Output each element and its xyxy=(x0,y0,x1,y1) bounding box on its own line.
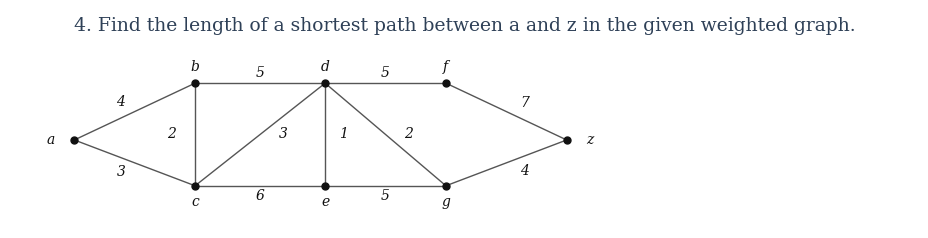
Text: 2: 2 xyxy=(404,128,413,141)
Text: 5: 5 xyxy=(380,189,390,203)
Text: 1: 1 xyxy=(339,128,348,141)
Text: 6: 6 xyxy=(255,189,264,203)
Text: 4: 4 xyxy=(520,164,529,178)
Text: 3: 3 xyxy=(278,128,288,141)
Text: f: f xyxy=(443,60,448,74)
Text: 4. Find the length of a shortest path between a and z in the given weighted grap: 4. Find the length of a shortest path be… xyxy=(73,17,855,35)
Text: c: c xyxy=(191,195,199,209)
Text: 3: 3 xyxy=(116,165,125,179)
Text: a: a xyxy=(47,133,55,147)
Text: 5: 5 xyxy=(380,66,390,80)
Text: g: g xyxy=(441,195,450,209)
Text: 4: 4 xyxy=(116,95,125,109)
Text: 7: 7 xyxy=(520,96,529,110)
Text: b: b xyxy=(190,60,200,74)
Text: e: e xyxy=(321,195,329,209)
Text: 5: 5 xyxy=(255,66,264,80)
Text: 2: 2 xyxy=(167,128,176,141)
Text: d: d xyxy=(320,60,329,74)
Text: z: z xyxy=(586,133,593,147)
